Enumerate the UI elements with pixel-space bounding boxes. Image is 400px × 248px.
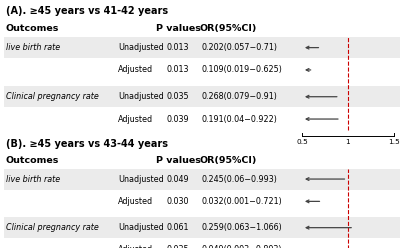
Text: Adjusted: Adjusted: [118, 197, 153, 206]
Text: Adjusted: Adjusted: [118, 65, 153, 74]
Text: 0.032(0.001−0.721): 0.032(0.001−0.721): [202, 197, 283, 206]
Text: Unadjusted: Unadjusted: [118, 43, 164, 52]
Text: OR(95%CI): OR(95%CI): [199, 156, 257, 165]
Text: (B). ≥45 years vs 43-44 years: (B). ≥45 years vs 43-44 years: [6, 139, 168, 149]
Text: Unadjusted: Unadjusted: [118, 92, 164, 101]
Text: live birth rate: live birth rate: [6, 43, 60, 52]
Text: 0.202(0.057−0.71): 0.202(0.057−0.71): [202, 43, 278, 52]
Text: P values: P values: [156, 156, 200, 165]
Text: 0.109(0.019−0.625): 0.109(0.019−0.625): [202, 65, 283, 74]
Text: 0.268(0.079−0.91): 0.268(0.079−0.91): [202, 92, 278, 101]
Text: (A). ≥45 years vs 41-42 years: (A). ≥45 years vs 41-42 years: [6, 6, 168, 16]
Text: Outcomes: Outcomes: [6, 156, 59, 165]
Text: 0.191(0.04−0.922): 0.191(0.04−0.922): [202, 115, 278, 124]
Text: 1.5: 1.5: [388, 139, 400, 145]
Text: Unadjusted: Unadjusted: [118, 223, 164, 232]
FancyBboxPatch shape: [4, 217, 400, 238]
Text: Clinical pregnancy rate: Clinical pregnancy rate: [6, 92, 99, 101]
Text: 0.030: 0.030: [167, 197, 189, 206]
Text: 0.049: 0.049: [167, 175, 189, 184]
Text: 0.035: 0.035: [167, 92, 189, 101]
Text: 0.061: 0.061: [167, 223, 189, 232]
Text: Outcomes: Outcomes: [6, 24, 59, 33]
Text: live birth rate: live birth rate: [6, 175, 60, 184]
Text: 0.245(0.06−0.993): 0.245(0.06−0.993): [202, 175, 278, 184]
Text: 0.049(0.003−0.803): 0.049(0.003−0.803): [202, 246, 282, 248]
Text: 0.259(0.063−1.066): 0.259(0.063−1.066): [202, 223, 283, 232]
Text: OR(95%CI): OR(95%CI): [199, 24, 257, 33]
Text: 0.5: 0.5: [296, 139, 308, 145]
Text: Clinical pregnancy rate: Clinical pregnancy rate: [6, 223, 99, 232]
Text: 0.035: 0.035: [167, 246, 189, 248]
Text: Adjusted: Adjusted: [118, 115, 153, 124]
Text: Unadjusted: Unadjusted: [118, 175, 164, 184]
Text: 0.039: 0.039: [167, 115, 189, 124]
Text: 0.013: 0.013: [167, 43, 189, 52]
Text: 1: 1: [346, 139, 350, 145]
FancyBboxPatch shape: [4, 86, 400, 107]
Text: 0.013: 0.013: [167, 65, 189, 74]
Text: P values: P values: [156, 24, 200, 33]
FancyBboxPatch shape: [4, 169, 400, 189]
Text: Adjusted: Adjusted: [118, 246, 153, 248]
FancyBboxPatch shape: [4, 37, 400, 58]
